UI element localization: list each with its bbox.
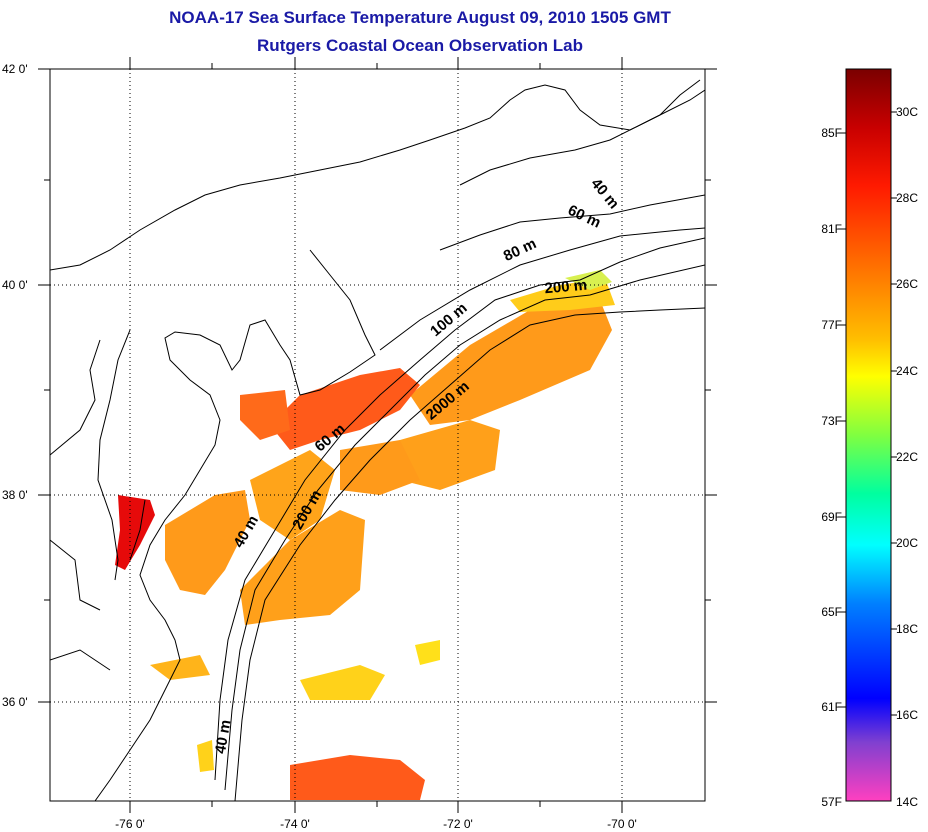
sst-patch-gulf-stream-edge xyxy=(340,440,420,495)
map-area: 40 m 60 m 80 m 200 m 100 m 2000 m 60 m 2… xyxy=(2,57,717,831)
sst-patch-south-edge xyxy=(290,755,425,800)
lon-label-72: -72 0' xyxy=(443,817,473,831)
coastline-mid-atlantic xyxy=(94,249,376,801)
lon-label-74: -74 0' xyxy=(280,817,310,831)
colorbar-label-69f: 69F xyxy=(821,510,842,524)
map-frame xyxy=(49,68,706,802)
colorbar-label-61f: 61F xyxy=(821,700,842,714)
lat-label-36: 36 0' xyxy=(2,695,28,709)
lat-label-40: 40 0' xyxy=(2,278,28,292)
colorbar-label-28c: 28C xyxy=(896,191,918,205)
colorbar-label-85f: 85F xyxy=(821,126,842,140)
colorbar-gradient xyxy=(845,68,892,802)
sst-patch-south-shelf xyxy=(240,510,365,625)
colorbar-label-30c: 30C xyxy=(896,105,918,119)
colorbar-label-81f: 81F xyxy=(821,222,842,236)
map-subtitle: Rutgers Coastal Ocean Observation Lab xyxy=(257,36,583,55)
inland-waterways xyxy=(50,339,111,671)
colorbar: 85F 81F 77F 73F 69F 65F 61F 57F 30C 28C … xyxy=(821,68,918,809)
lon-label-76: -76 0' xyxy=(115,817,145,831)
colorbar-label-57f: 57F xyxy=(821,795,842,809)
colorbar-label-22c: 22C xyxy=(896,450,918,464)
colorbar-label-26c: 26C xyxy=(896,277,918,291)
map-title: NOAA-17 Sea Surface Temperature August 0… xyxy=(169,8,671,27)
sst-patch-hatteras xyxy=(150,655,210,680)
sst-patch-chesapeake xyxy=(115,495,155,570)
lon-label-70: -70 0' xyxy=(607,817,637,831)
frame-ticks xyxy=(38,57,717,813)
contour-label-40m-hatteras: 40 m xyxy=(212,718,235,755)
sst-patch-nj-shelf xyxy=(270,368,420,450)
sst-patch-offshore xyxy=(410,300,612,425)
colorbar-label-24c: 24C xyxy=(896,364,918,378)
bathymetry-contours xyxy=(214,89,705,801)
contour-label-200m-north: 200 m xyxy=(544,277,588,298)
sst-patch-mid-shelf xyxy=(400,420,500,490)
sst-patch-south-a xyxy=(300,665,385,700)
lat-label-42: 42 0' xyxy=(2,62,28,76)
colorbar-label-73f: 73F xyxy=(821,414,842,428)
lat-label-38: 38 0' xyxy=(2,488,28,502)
colorbar-label-65f: 65F xyxy=(821,605,842,619)
colorbar-label-77f: 77F xyxy=(821,318,842,332)
colorbar-label-20c: 20C xyxy=(896,536,918,550)
colorbar-label-16c: 16C xyxy=(896,708,918,722)
sst-patch-cool-north xyxy=(565,270,612,290)
sst-patch-south-b xyxy=(415,640,440,665)
sst-patch-cape xyxy=(197,740,214,772)
sst-patch-delaware-bay xyxy=(240,390,290,440)
coastline-chesapeake xyxy=(97,329,146,581)
sst-patch-virginia-shelf xyxy=(165,490,250,595)
sst-patch-central xyxy=(250,450,335,540)
colorbar-label-18c: 18C xyxy=(896,622,918,636)
colorbar-label-14c: 14C xyxy=(896,795,918,809)
coastline-northeast xyxy=(50,79,701,271)
